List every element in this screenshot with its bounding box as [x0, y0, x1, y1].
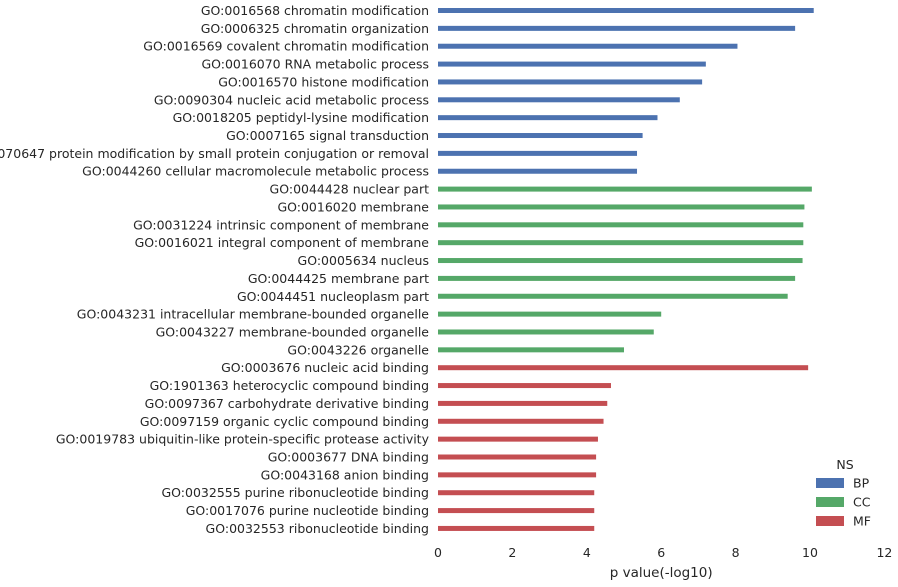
bar-mf — [438, 508, 595, 514]
legend: NS BP CC MF — [816, 457, 871, 529]
x-tick-label: 10 — [802, 545, 818, 560]
bar-cc — [438, 347, 624, 353]
bar-bp — [438, 79, 703, 85]
category-label: GO:0070647 protein modification by small… — [0, 146, 429, 161]
legend-swatch-mf — [816, 516, 844, 526]
legend-swatch-bp — [816, 478, 844, 488]
category-label: GO:0043227 membrane-bounded organelle — [156, 324, 430, 339]
category-label: GO:0097159 organic cyclic compound bindi… — [140, 414, 429, 429]
category-label: GO:0097367 carbohydrate derivative bindi… — [145, 396, 429, 411]
bar-mf — [438, 490, 595, 496]
bar-bp — [438, 150, 638, 156]
bar-bp — [438, 97, 680, 103]
category-label: GO:0016070 RNA metabolic process — [201, 57, 429, 72]
bar-cc — [438, 293, 788, 299]
bar-bp — [438, 8, 814, 13]
x-axis-ticks: 0 2 4 6 8 10 12 — [434, 545, 892, 560]
bar-cc — [438, 311, 662, 317]
bar-bp — [438, 168, 638, 174]
category-label: GO:0044260 cellular macromolecule metabo… — [82, 164, 429, 179]
category-label: GO:0032555 purine ribonucleotide binding — [161, 485, 429, 500]
category-label: GO:0016570 histone modification — [218, 74, 429, 89]
bars — [438, 8, 814, 531]
bar-mf — [438, 436, 598, 442]
x-tick-label: 4 — [583, 545, 591, 560]
x-tick-label: 2 — [508, 545, 516, 560]
bar-bp — [438, 25, 796, 31]
category-label: GO:0044428 nuclear part — [270, 182, 430, 197]
category-labels: GO:0016568 chromatin modification GO:0006… — [0, 3, 430, 536]
x-tick-label: 8 — [732, 545, 740, 560]
x-tick-label: 0 — [434, 545, 442, 560]
legend-title: NS — [836, 457, 853, 472]
category-label: GO:0044425 membrane part — [248, 271, 429, 286]
bar-cc — [438, 258, 803, 264]
category-label: GO:0043231 intracellular membrane-bounde… — [77, 307, 430, 322]
category-label: GO:0003677 DNA binding — [268, 450, 429, 465]
legend-label: MF — [853, 514, 871, 529]
x-axis-title: p value(-log10) — [610, 565, 713, 581]
bar-cc — [438, 186, 812, 192]
bar-mf — [438, 400, 608, 406]
category-label: GO:0003676 nucleic acid binding — [221, 360, 429, 375]
category-label: GO:0032553 ribonucleotide binding — [206, 521, 429, 536]
bar-mf — [438, 418, 604, 424]
x-tick-label: 6 — [657, 545, 665, 560]
category-label: GO:1901363 heterocyclic compound binding — [150, 378, 429, 393]
bar-bp — [438, 133, 643, 139]
bar-bp — [438, 115, 658, 121]
category-label: GO:0018205 peptidyl-lysine modification — [173, 110, 429, 125]
legend-swatch-cc — [816, 497, 844, 507]
bar-mf — [438, 383, 611, 389]
category-label: GO:0044451 nucleoplasm part — [237, 289, 429, 304]
bar-cc — [438, 204, 805, 210]
category-label: GO:0016569 covalent chromatin modificati… — [143, 39, 429, 54]
category-label: GO:0090304 nucleic acid metabolic proces… — [154, 92, 429, 107]
bar-cc — [438, 222, 804, 228]
category-label: GO:0006325 chromatin organization — [201, 21, 429, 36]
bar-bp — [438, 43, 738, 49]
category-label: GO:0016568 chromatin modification — [201, 3, 429, 18]
category-label: GO:0017076 purine nucleotide binding — [186, 503, 429, 518]
legend-label: CC — [853, 495, 871, 510]
bar-cc — [438, 275, 796, 281]
category-label: GO:0007165 signal transduction — [226, 128, 429, 143]
x-tick-label: 12 — [876, 545, 892, 560]
bar-cc — [438, 240, 804, 246]
bar-mf — [438, 454, 597, 460]
category-label: GO:0005634 nucleus — [298, 253, 429, 268]
category-label: GO:0031224 intrinsic component of membra… — [133, 217, 429, 232]
category-label: GO:0016020 membrane — [277, 199, 429, 214]
bar-cc — [438, 329, 654, 335]
bar-mf — [438, 365, 809, 371]
legend-items: BP CC MF — [816, 476, 871, 529]
legend-label: BP — [853, 476, 870, 491]
category-label: GO:0019783 ubiquitin-like protein-specif… — [56, 432, 430, 447]
category-label: GO:0043168 anion binding — [261, 467, 429, 482]
category-label: GO:0016021 integral component of membran… — [135, 235, 430, 250]
bar-mf — [438, 472, 597, 478]
bar-bp — [438, 61, 706, 67]
category-label: GO:0043226 organelle — [287, 342, 429, 357]
bar-mf — [438, 525, 595, 531]
